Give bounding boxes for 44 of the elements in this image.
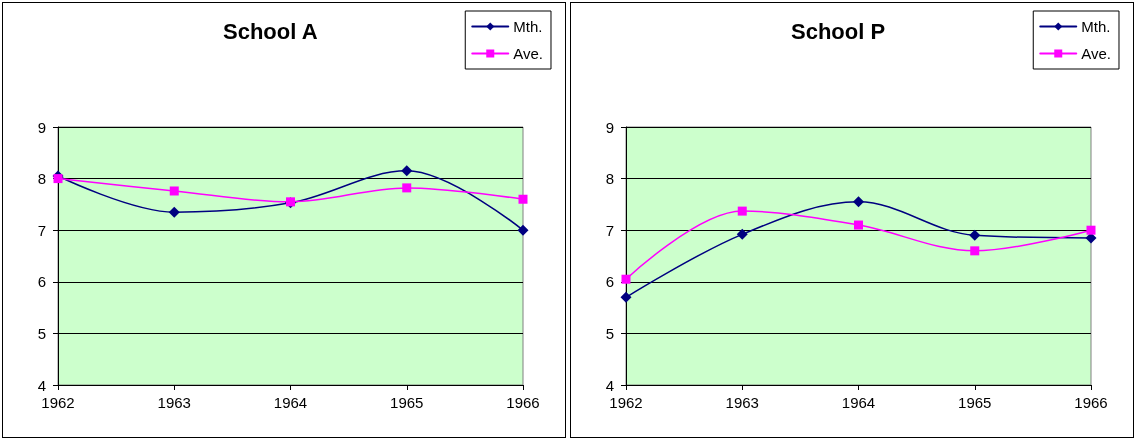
- point: [53, 174, 63, 184]
- x-tick-label: 1966: [1074, 394, 1108, 411]
- point: [402, 183, 412, 193]
- legend-label: Mth.: [1081, 18, 1111, 35]
- y-tick-label: 5: [37, 324, 46, 342]
- x-tick-label: 1963: [157, 394, 191, 411]
- x-tick-label: 1963: [725, 394, 759, 411]
- legend-label: Ave.: [1081, 45, 1112, 62]
- y-tick-label: 7: [37, 221, 46, 239]
- chart-title: School A: [223, 18, 318, 44]
- y-tick-label: 9: [37, 118, 46, 136]
- point: [737, 206, 747, 216]
- x-tick-label: 1966: [506, 394, 540, 411]
- chart-title: School P: [791, 18, 886, 44]
- y-tick-label: 5: [605, 324, 614, 342]
- point: [401, 165, 413, 177]
- legend-label: Mth.: [513, 18, 543, 35]
- y-tick-label: 4: [605, 376, 614, 394]
- y-tick-label: 9: [605, 118, 614, 136]
- point: [736, 228, 748, 240]
- x-tick-label: 1965: [958, 394, 992, 411]
- point: [970, 246, 980, 256]
- y-tick-label: 6: [37, 273, 46, 291]
- x-tick-label: 1962: [609, 394, 643, 411]
- point: [969, 229, 981, 241]
- x-tick-label: 1964: [841, 394, 876, 411]
- y-tick-label: 7: [605, 221, 614, 239]
- y-tick-label: 8: [37, 170, 46, 188]
- point: [854, 220, 863, 230]
- point: [518, 194, 528, 204]
- point: [853, 196, 864, 208]
- point: [1086, 225, 1096, 235]
- x-tick-label: 1965: [390, 394, 424, 411]
- x-tick-label: 1962: [41, 394, 75, 411]
- point: [621, 274, 631, 284]
- y-tick-label: 6: [605, 273, 614, 291]
- point: [169, 186, 179, 196]
- point: [517, 224, 529, 236]
- y-tick-label: 4: [37, 376, 46, 394]
- point: [168, 206, 180, 218]
- y-tick-label: 8: [605, 170, 614, 188]
- x-tick-label: 1964: [273, 394, 308, 411]
- point: [620, 291, 632, 303]
- legend-label: Ave.: [513, 45, 544, 62]
